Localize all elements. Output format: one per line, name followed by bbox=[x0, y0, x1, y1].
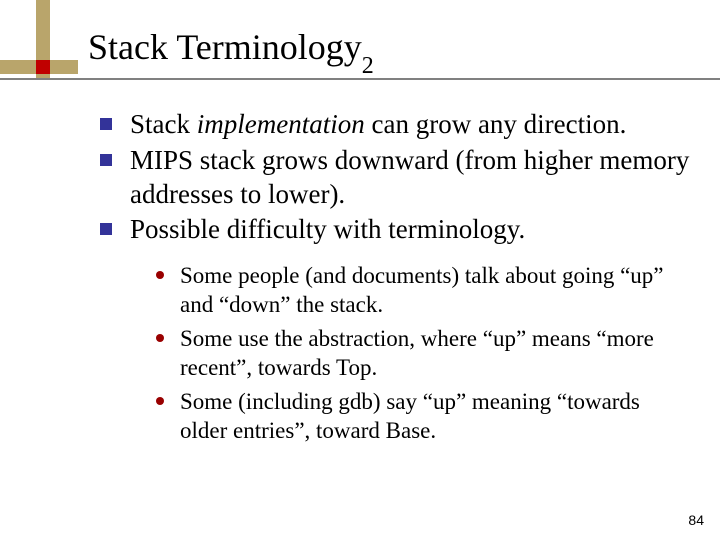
corner-accent-square bbox=[36, 60, 50, 74]
l1-prefix: Stack bbox=[130, 109, 197, 139]
bullet-l1-text: Possible difficulty with terminology. bbox=[130, 213, 525, 247]
bullet-l2-text: Some use the abstraction, where “up” mea… bbox=[180, 324, 690, 383]
l1-prefix: MIPS stack grows downward (from higher m… bbox=[130, 145, 689, 209]
round-bullet-icon bbox=[156, 271, 164, 279]
bullet-l1-text: MIPS stack grows downward (from higher m… bbox=[130, 144, 690, 212]
bullet-l2: Some people (and documents) talk about g… bbox=[156, 261, 690, 320]
bullet-l2-text: Some people (and documents) talk about g… bbox=[180, 261, 690, 320]
l1-rest: can grow any direction. bbox=[365, 109, 627, 139]
slide-title: Stack Terminology2 bbox=[88, 28, 688, 74]
bullet-l2: Some (including gdb) say “up” meaning “t… bbox=[156, 387, 690, 446]
sub-bullet-list: Some people (and documents) talk about g… bbox=[156, 261, 690, 446]
title-main: Stack Terminology bbox=[88, 27, 362, 67]
page-number: 84 bbox=[688, 512, 704, 528]
bullet-l2: Some use the abstraction, where “up” mea… bbox=[156, 324, 690, 383]
body-area: Stack implementation can grow any direct… bbox=[100, 108, 690, 450]
square-bullet-icon bbox=[100, 223, 112, 235]
title-underline bbox=[0, 78, 720, 80]
bullet-l2-text: Some (including gdb) say “up” meaning “t… bbox=[180, 387, 690, 446]
square-bullet-icon bbox=[100, 154, 112, 166]
bullet-l1: Possible difficulty with terminology. bbox=[100, 213, 690, 247]
bullet-l1: Stack implementation can grow any direct… bbox=[100, 108, 690, 142]
title-subscript: 2 bbox=[362, 53, 374, 79]
square-bullet-icon bbox=[100, 118, 112, 130]
slide: Stack Terminology2 Stack implementation … bbox=[0, 0, 720, 540]
round-bullet-icon bbox=[156, 397, 164, 405]
bullet-l1: MIPS stack grows downward (from higher m… bbox=[100, 144, 690, 212]
round-bullet-icon bbox=[156, 334, 164, 342]
bullet-l1-text: Stack implementation can grow any direct… bbox=[130, 108, 626, 142]
title-area: Stack Terminology2 bbox=[88, 28, 688, 74]
l1-prefix: Possible difficulty with terminology. bbox=[130, 214, 525, 244]
l1-italic: implementation bbox=[197, 109, 365, 139]
